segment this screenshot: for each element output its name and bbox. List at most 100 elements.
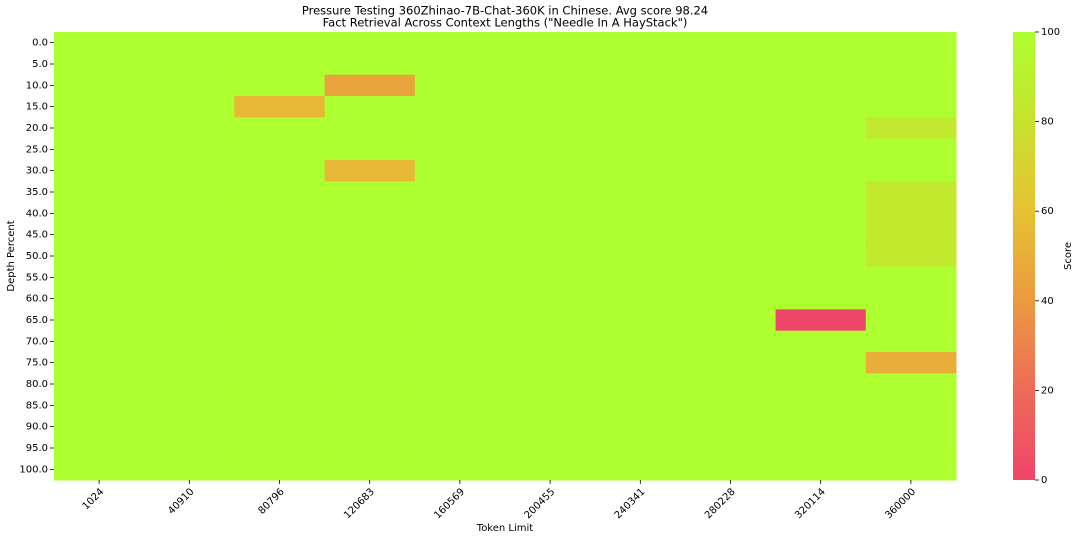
heatmap-cell — [685, 437, 777, 460]
heatmap-cell — [324, 245, 416, 268]
heatmap-cell — [234, 96, 326, 118]
heatmap-cell — [775, 117, 867, 140]
heatmap-cell — [234, 117, 326, 140]
heatmap-cell — [144, 373, 235, 396]
heatmap-cell — [144, 160, 235, 182]
heatmap-cell — [505, 138, 596, 161]
heatmap-cell — [775, 458, 867, 481]
heatmap-cell — [775, 416, 867, 438]
heatmap-cell — [775, 224, 867, 246]
heatmap-cell — [324, 394, 416, 417]
heatmap-cell — [144, 266, 235, 289]
heatmap-cell — [234, 224, 326, 246]
heatmap-cell — [54, 224, 145, 246]
heatmap-cell — [865, 74, 957, 97]
y-tick-label: 40.0 — [26, 208, 48, 219]
colorbar-label: Score — [1063, 242, 1074, 270]
heatmap-cell — [505, 224, 596, 246]
y-tick-label: 5.0 — [32, 59, 48, 70]
heatmap-cell — [505, 53, 596, 76]
y-tick-label: 95.0 — [26, 443, 48, 454]
heatmap-cell — [595, 96, 686, 118]
heatmap-cell — [505, 352, 596, 374]
heatmap-cell — [324, 32, 416, 54]
heatmap-cell — [324, 53, 416, 76]
heatmap-cell — [595, 138, 686, 161]
heatmap-cell — [865, 437, 957, 460]
heatmap-cell — [414, 160, 506, 182]
heatmap-cell — [775, 309, 867, 332]
heatmap-cell — [144, 74, 235, 97]
heatmap-cell — [505, 74, 596, 97]
heatmap-cell — [505, 266, 596, 289]
heatmap-cell — [144, 458, 235, 481]
heatmap-cell — [505, 373, 596, 396]
y-tick-label: 50.0 — [26, 251, 48, 262]
heatmap-cell — [595, 394, 686, 417]
heatmap-cell — [595, 202, 686, 225]
heatmap-cell — [234, 309, 326, 332]
heatmap-cell — [234, 416, 326, 438]
heatmap-cell — [595, 437, 686, 460]
heatmap-cell — [54, 138, 145, 161]
heatmap-cell — [685, 266, 777, 289]
heatmap-cell — [234, 266, 326, 289]
heatmap-cell — [144, 53, 235, 76]
heatmap-cell — [234, 181, 326, 204]
heatmap-cell — [54, 117, 145, 140]
heatmap-cell — [324, 330, 416, 353]
heatmap-cell — [685, 330, 777, 353]
heatmap-cell — [505, 202, 596, 225]
heatmap-cell — [144, 437, 235, 460]
heatmap-cell — [414, 117, 506, 140]
heatmap-cell — [324, 160, 416, 182]
heatmap-cell — [414, 32, 506, 54]
heatmap-cell — [144, 117, 235, 140]
heatmap-cell — [775, 181, 867, 204]
heatmap-cell — [324, 373, 416, 396]
heatmap-cell — [54, 373, 145, 396]
heatmap-cell — [775, 373, 867, 396]
heatmap-cell — [865, 96, 957, 118]
heatmap-cell — [685, 138, 777, 161]
heatmap-cell — [505, 394, 596, 417]
heatmap-cell — [234, 394, 326, 417]
colorbar — [1013, 32, 1035, 480]
x-tick-label: 320114 — [793, 486, 828, 521]
heatmap-cell — [505, 330, 596, 353]
heatmap-cell — [685, 96, 777, 118]
heatmap-cell — [595, 245, 686, 268]
heatmap-cell — [234, 437, 326, 460]
heatmap-cell — [505, 416, 596, 438]
heatmap-cell — [414, 53, 506, 76]
heatmap-cell — [865, 53, 957, 76]
heatmap-cell — [414, 74, 506, 97]
heatmap-cell — [324, 202, 416, 225]
heatmap-cell — [595, 352, 686, 374]
heatmap-cell — [865, 32, 957, 54]
heatmap-cell — [414, 309, 506, 332]
heatmap-cell — [775, 394, 867, 417]
heatmap-cell — [54, 32, 145, 54]
heatmap-cell — [414, 202, 506, 225]
heatmap-cell — [54, 245, 145, 268]
heatmap-cell — [595, 309, 686, 332]
heatmap-cell — [775, 266, 867, 289]
colorbar-tick-label: 100 — [1041, 27, 1060, 38]
x-axis-label: Token Limit — [476, 523, 534, 534]
heatmap-cell — [324, 266, 416, 289]
heatmap-cell — [324, 181, 416, 204]
heatmap-cell — [234, 458, 326, 481]
heatmap-cell — [324, 224, 416, 246]
heatmap-cell — [324, 437, 416, 460]
heatmap-cell — [775, 330, 867, 353]
heatmap-cell — [54, 202, 145, 225]
heatmap-cell — [775, 138, 867, 161]
heatmap-cell — [775, 437, 867, 460]
x-tick-label: 200455 — [523, 486, 558, 521]
heatmap-cell — [414, 245, 506, 268]
heatmap-cell — [324, 117, 416, 140]
heatmap-cell — [865, 416, 957, 438]
